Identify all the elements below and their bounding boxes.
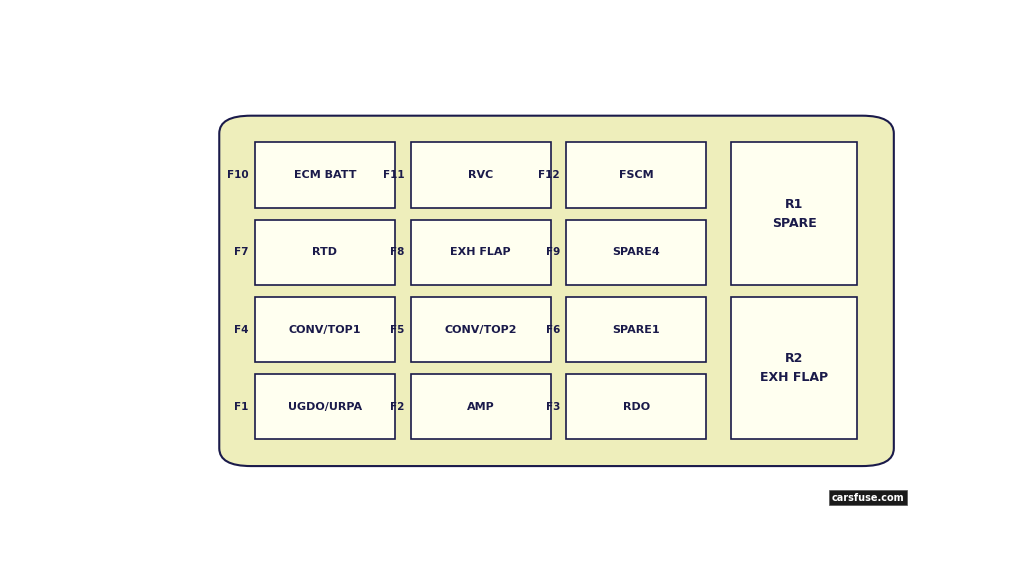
Text: F12: F12 xyxy=(539,170,560,180)
Text: AMP: AMP xyxy=(467,402,495,412)
Text: F6: F6 xyxy=(546,324,560,335)
FancyBboxPatch shape xyxy=(411,142,551,208)
FancyBboxPatch shape xyxy=(566,374,707,439)
Text: SPARE1: SPARE1 xyxy=(612,324,660,335)
Text: RDO: RDO xyxy=(623,402,650,412)
FancyBboxPatch shape xyxy=(731,297,857,439)
FancyBboxPatch shape xyxy=(411,297,551,362)
Text: F1: F1 xyxy=(234,402,249,412)
Text: RTD: RTD xyxy=(312,247,338,257)
Text: F11: F11 xyxy=(383,170,404,180)
Text: carsfuse.com: carsfuse.com xyxy=(831,493,904,503)
Text: CONV/TOP1: CONV/TOP1 xyxy=(289,324,361,335)
FancyBboxPatch shape xyxy=(731,142,857,285)
Text: ECM BATT: ECM BATT xyxy=(294,170,356,180)
FancyBboxPatch shape xyxy=(255,219,395,285)
Text: R1
SPARE: R1 SPARE xyxy=(772,198,816,230)
Text: CONV/TOP2: CONV/TOP2 xyxy=(444,324,517,335)
Text: FSCM: FSCM xyxy=(620,170,653,180)
FancyBboxPatch shape xyxy=(411,374,551,439)
Text: F9: F9 xyxy=(546,247,560,257)
Text: SPARE4: SPARE4 xyxy=(612,247,660,257)
Text: F7: F7 xyxy=(234,247,249,257)
FancyBboxPatch shape xyxy=(411,219,551,285)
FancyBboxPatch shape xyxy=(566,142,707,208)
Text: F10: F10 xyxy=(227,170,249,180)
Text: RVC: RVC xyxy=(468,170,494,180)
FancyBboxPatch shape xyxy=(255,297,395,362)
Text: F4: F4 xyxy=(234,324,249,335)
FancyBboxPatch shape xyxy=(566,297,707,362)
Text: UGDO/URPA: UGDO/URPA xyxy=(288,402,362,412)
FancyBboxPatch shape xyxy=(566,219,707,285)
FancyBboxPatch shape xyxy=(255,142,395,208)
Text: F2: F2 xyxy=(390,402,404,412)
FancyBboxPatch shape xyxy=(255,374,395,439)
Text: EXH FLAP: EXH FLAP xyxy=(451,247,511,257)
FancyBboxPatch shape xyxy=(219,116,894,466)
Text: F3: F3 xyxy=(546,402,560,412)
Text: R2
EXH FLAP: R2 EXH FLAP xyxy=(760,352,828,384)
Text: F8: F8 xyxy=(390,247,404,257)
Text: F5: F5 xyxy=(390,324,404,335)
